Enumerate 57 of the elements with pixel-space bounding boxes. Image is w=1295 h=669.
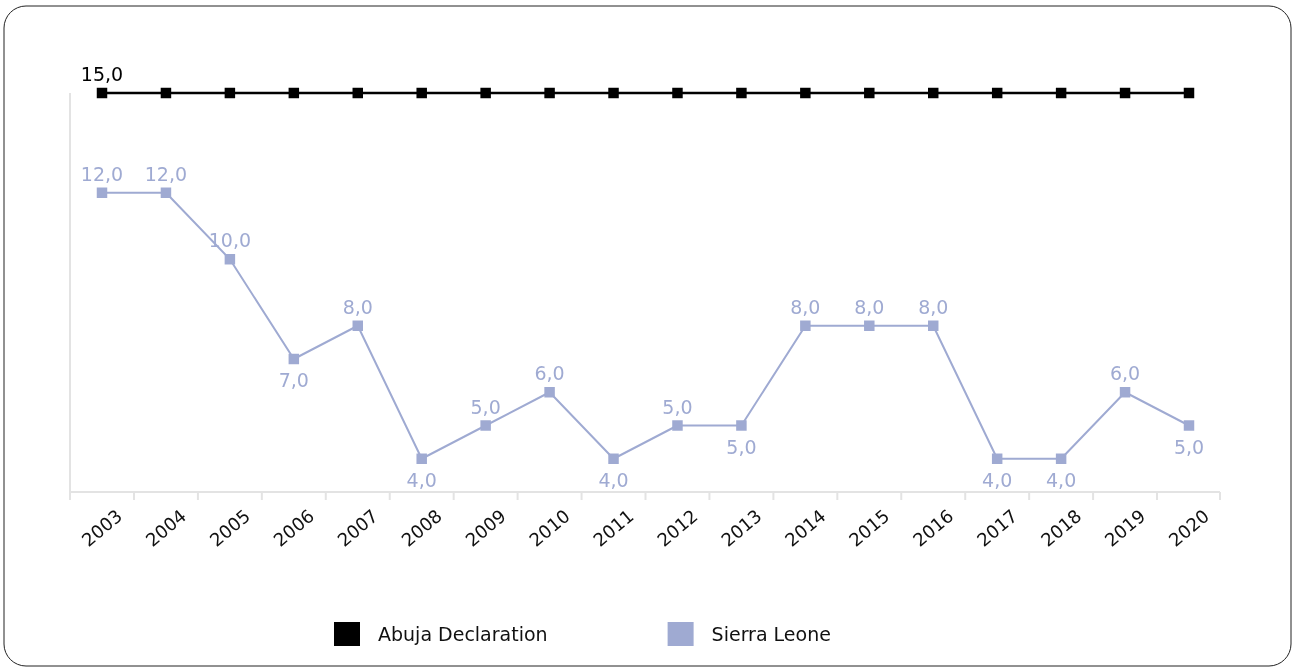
data-label: 5,0 [470, 395, 501, 418]
data-label: 10,0 [208, 229, 252, 252]
point [800, 87, 811, 99]
point [1183, 87, 1195, 99]
data-label: 6,0 [534, 362, 565, 385]
point [927, 87, 939, 99]
data-label: 5,0 [1173, 435, 1205, 458]
point [672, 420, 683, 431]
point [224, 87, 236, 99]
point [96, 87, 108, 99]
point [736, 87, 747, 99]
legend-label: Abuja Declaration [378, 623, 548, 645]
point [1183, 420, 1195, 431]
point [480, 87, 491, 99]
point [608, 87, 619, 99]
point [927, 320, 939, 331]
data-label: 12,0 [80, 162, 124, 185]
data-label: 4,0 [1046, 468, 1077, 491]
data-label: 6,0 [1109, 362, 1141, 385]
point [416, 453, 427, 464]
data-label: 4,0 [406, 468, 437, 491]
point [1119, 387, 1131, 398]
point [480, 420, 491, 431]
point [864, 320, 875, 331]
legend-label: Sierra Leone [711, 623, 831, 645]
point [1119, 87, 1131, 99]
point [800, 320, 811, 331]
point [608, 453, 619, 464]
data-label: 4,0 [982, 468, 1013, 491]
point [991, 453, 1003, 464]
point [864, 87, 875, 99]
point [96, 187, 108, 198]
point [352, 87, 364, 99]
data-label: 8,0 [854, 295, 885, 318]
point [1055, 87, 1067, 99]
data-label: 7,0 [278, 369, 309, 391]
data-label: 5,0 [726, 435, 757, 458]
point [288, 87, 300, 99]
point [160, 87, 172, 99]
point [1055, 453, 1067, 464]
data-label: 4,0 [598, 468, 629, 491]
point [352, 320, 364, 331]
point [160, 187, 172, 198]
point [544, 87, 555, 99]
point [288, 353, 300, 365]
data-label: 8,0 [342, 295, 373, 318]
data-label: 8,0 [918, 295, 949, 318]
point [991, 87, 1003, 99]
point [416, 87, 427, 99]
point [544, 387, 555, 398]
data-label: 15,0 [80, 63, 124, 85]
point [736, 420, 747, 431]
data-label: 5,0 [662, 395, 693, 418]
point [224, 254, 236, 265]
data-label: 12,0 [144, 162, 188, 185]
data-label: 8,0 [790, 295, 821, 318]
point [672, 87, 683, 99]
